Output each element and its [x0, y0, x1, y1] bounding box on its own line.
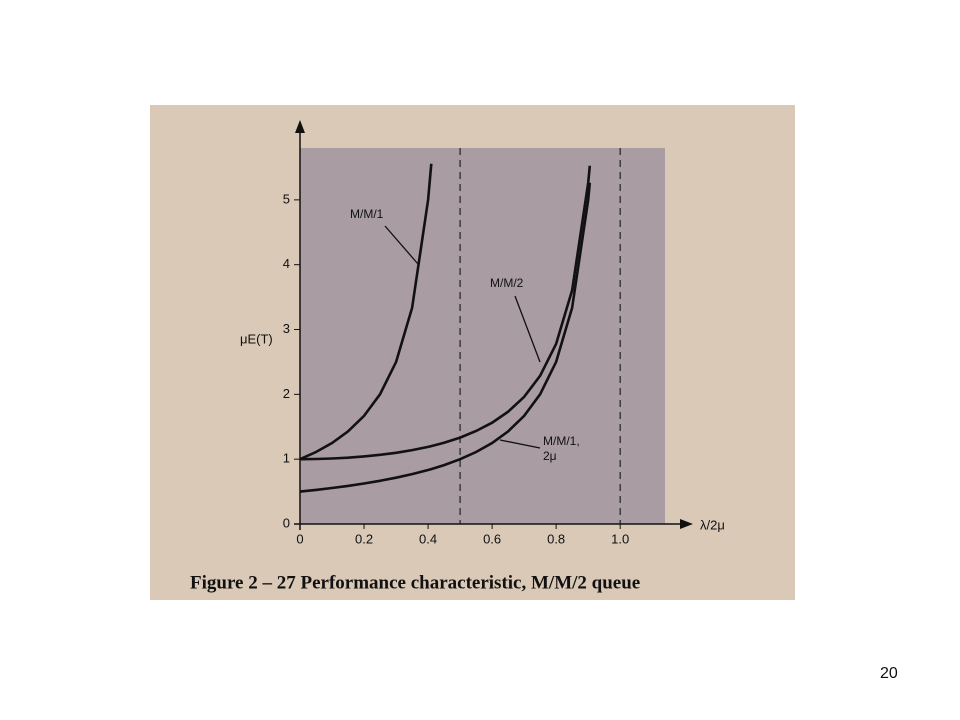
annotation-arrow	[499, 439, 541, 449]
x-tick-label: 1.0	[611, 531, 629, 546]
plot-area	[300, 148, 665, 524]
annotation-arrow	[384, 225, 419, 265]
x-tick-label: 0.8	[547, 531, 565, 546]
y-arrow	[295, 120, 305, 133]
slide-number: 20	[880, 665, 898, 682]
x-axis-label: λ/2μ	[700, 517, 725, 532]
y-tick-label: 0	[283, 515, 290, 530]
annotation-arrow	[514, 295, 541, 363]
caption: Figure 2 – 27 Performance characteristic…	[190, 572, 640, 593]
x-tick-label: 0.4	[419, 531, 437, 546]
curve-label: M/M/1, 2μ	[543, 434, 580, 463]
y-tick-label: 2	[283, 386, 290, 401]
curve	[299, 163, 433, 461]
x-arrow	[680, 519, 693, 529]
y-tick-label: 3	[283, 321, 290, 336]
y-tick-label: 5	[283, 191, 290, 206]
x-tick-label: 0.6	[483, 531, 501, 546]
y-tick-label: 1	[283, 451, 290, 466]
curve-label: M/M/2	[490, 276, 524, 290]
x-tick-label: 0	[296, 531, 303, 546]
x-tick-label: 0.2	[355, 531, 373, 546]
y-tick-label: 4	[283, 256, 290, 271]
y-axis-label: μE(T)	[240, 331, 273, 346]
curve	[299, 182, 592, 493]
curve-label: M/M/1	[350, 207, 384, 221]
curve	[299, 165, 592, 461]
